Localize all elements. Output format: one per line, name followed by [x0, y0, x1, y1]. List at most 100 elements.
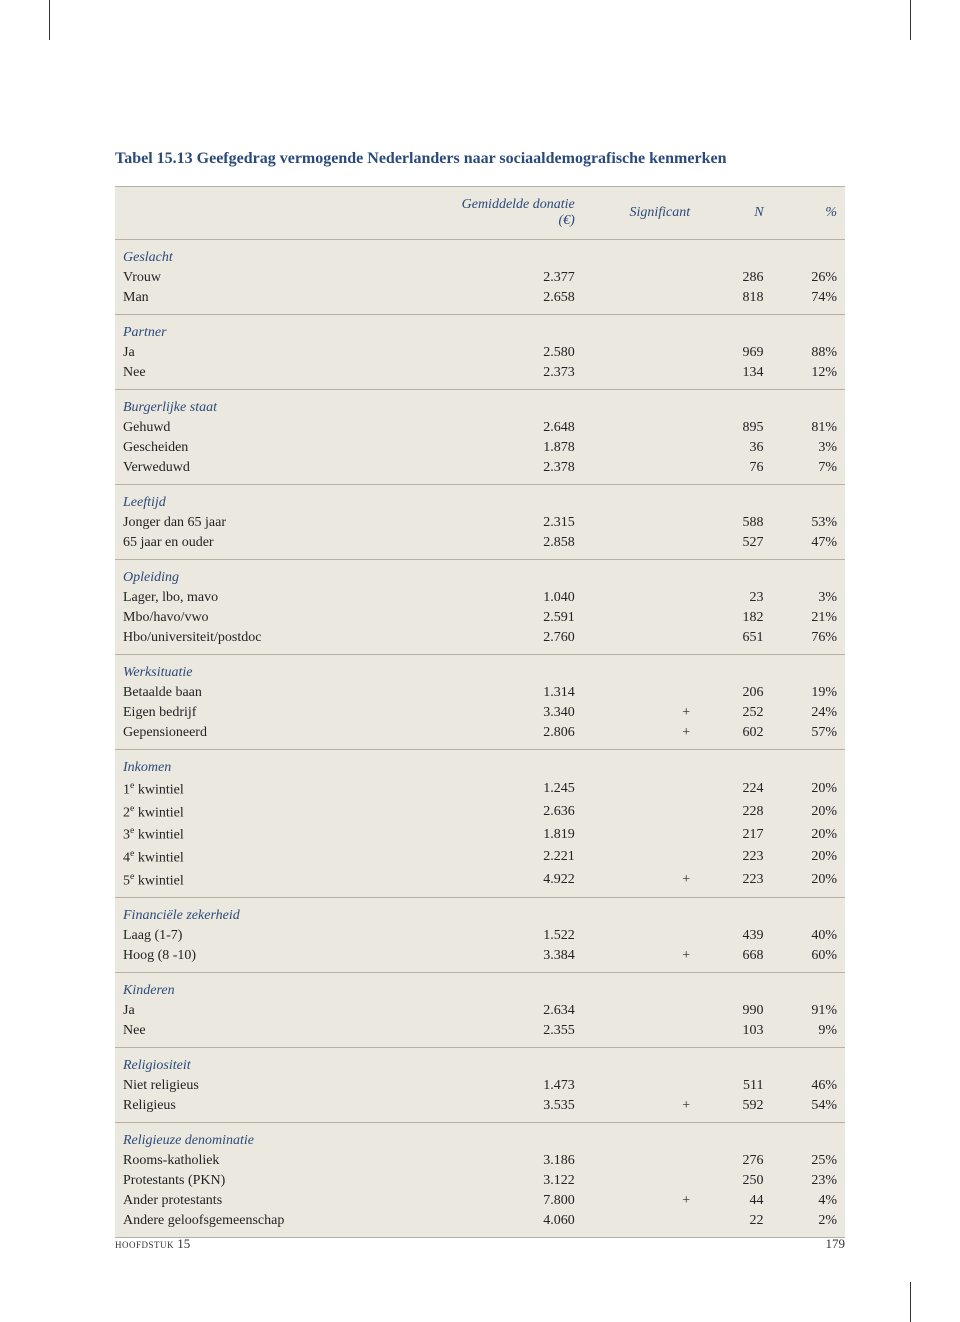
- table-row: Rooms-katholiek3.18627625%: [115, 1151, 845, 1171]
- table-row: Jonger dan 65 jaar2.31558853%: [115, 513, 845, 533]
- cell-n: 228: [698, 801, 771, 824]
- table-row: 5e kwintiel4.922+22320%: [115, 869, 845, 898]
- cell-pct: 60%: [772, 946, 845, 973]
- cell-significant: [583, 683, 698, 703]
- group-name: Religieuze denominatie: [115, 1123, 845, 1152]
- cell-n: 895: [698, 418, 771, 438]
- cell-significant: [583, 778, 698, 801]
- row-label: Jonger dan 65 jaar: [115, 513, 436, 533]
- table-row: Religieus3.535+59254%: [115, 1096, 845, 1123]
- page-number: 179: [826, 1236, 846, 1252]
- group-name: Inkomen: [115, 750, 845, 779]
- cell-n: 223: [698, 846, 771, 869]
- cell-pct: 40%: [772, 926, 845, 946]
- cell-n: 76: [698, 458, 771, 485]
- cell-n: 969: [698, 343, 771, 363]
- row-label: Man: [115, 288, 436, 315]
- table-row: Mbo/havo/vwo2.59118221%: [115, 608, 845, 628]
- cell-n: 134: [698, 363, 771, 390]
- cell-pct: 47%: [772, 533, 845, 560]
- group-header: Inkomen: [115, 750, 845, 779]
- cell-pct: 74%: [772, 288, 845, 315]
- cell-donation: 7.800: [436, 1191, 583, 1211]
- cell-n: 103: [698, 1021, 771, 1048]
- cell-significant: [583, 343, 698, 363]
- cell-donation: 2.580: [436, 343, 583, 363]
- cell-significant: [583, 608, 698, 628]
- table-row: Betaalde baan1.31420619%: [115, 683, 845, 703]
- cell-donation: 4.922: [436, 869, 583, 898]
- cell-pct: 26%: [772, 268, 845, 288]
- cell-donation: 1.245: [436, 778, 583, 801]
- cell-n: 182: [698, 608, 771, 628]
- row-label: Eigen bedrijf: [115, 703, 436, 723]
- table-title: Tabel 15.13 Geefgedrag vermogende Nederl…: [115, 150, 845, 168]
- group-header: Religieuze denominatie: [115, 1123, 845, 1152]
- cell-significant: [583, 926, 698, 946]
- cell-pct: 88%: [772, 343, 845, 363]
- cell-donation: 2.658: [436, 288, 583, 315]
- cell-donation: 3.535: [436, 1096, 583, 1123]
- row-label: Ja: [115, 1001, 436, 1021]
- cell-donation: 2.806: [436, 723, 583, 750]
- row-label: Lager, lbo, mavo: [115, 588, 436, 608]
- table-row: Ander protestants7.800+444%: [115, 1191, 845, 1211]
- group-header: Burgerlijke staat: [115, 390, 845, 419]
- cell-n: 36: [698, 438, 771, 458]
- table-row: Hbo/universiteit/postdoc2.76065176%: [115, 628, 845, 655]
- cell-n: 224: [698, 778, 771, 801]
- cell-donation: 2.373: [436, 363, 583, 390]
- cell-n: 252: [698, 703, 771, 723]
- col-n: N: [698, 187, 771, 240]
- table-row: 4e kwintiel2.22122320%: [115, 846, 845, 869]
- group-header: Geslacht: [115, 240, 845, 269]
- cell-significant: [583, 1021, 698, 1048]
- cell-donation: 3.340: [436, 703, 583, 723]
- cell-pct: 21%: [772, 608, 845, 628]
- row-label: 1e kwintiel: [115, 778, 436, 801]
- cell-donation: 1.522: [436, 926, 583, 946]
- table-row: Lager, lbo, mavo1.040233%: [115, 588, 845, 608]
- row-label: Niet religieus: [115, 1076, 436, 1096]
- group-name: Werksituatie: [115, 655, 845, 684]
- group-header: Leeftijd: [115, 485, 845, 514]
- cell-n: 511: [698, 1076, 771, 1096]
- col-donation: Gemiddelde donatie (€): [436, 187, 583, 240]
- cell-n: 527: [698, 533, 771, 560]
- col-label: [115, 187, 436, 240]
- row-label: Betaalde baan: [115, 683, 436, 703]
- cell-donation: 2.378: [436, 458, 583, 485]
- cell-pct: 25%: [772, 1151, 845, 1171]
- cell-pct: 46%: [772, 1076, 845, 1096]
- cell-n: 668: [698, 946, 771, 973]
- table-row: Nee2.37313412%: [115, 363, 845, 390]
- cell-pct: 7%: [772, 458, 845, 485]
- cell-pct: 12%: [772, 363, 845, 390]
- table-row: Verweduwd2.378 767%: [115, 458, 845, 485]
- cell-pct: 76%: [772, 628, 845, 655]
- table-row: Gescheiden1.878363%: [115, 438, 845, 458]
- cell-donation: 1.040: [436, 588, 583, 608]
- cell-n: 439: [698, 926, 771, 946]
- cell-significant: [583, 438, 698, 458]
- cell-significant: [583, 588, 698, 608]
- row-label: Mbo/havo/vwo: [115, 608, 436, 628]
- cell-n: 217: [698, 823, 771, 846]
- row-label: Gehuwd: [115, 418, 436, 438]
- cell-n: 651: [698, 628, 771, 655]
- table-row: Gepensioneerd2.806+60257%: [115, 723, 845, 750]
- cell-n: 250: [698, 1171, 771, 1191]
- cell-significant: [583, 846, 698, 869]
- group-name: Financiële zekerheid: [115, 898, 845, 927]
- cell-significant: +: [583, 1191, 698, 1211]
- cell-pct: 91%: [772, 1001, 845, 1021]
- table-row: Nee2.3551039%: [115, 1021, 845, 1048]
- cell-significant: [583, 533, 698, 560]
- cell-donation: 2.315: [436, 513, 583, 533]
- group-header: Kinderen: [115, 973, 845, 1002]
- group-header: Financiële zekerheid: [115, 898, 845, 927]
- cell-donation: 2.355: [436, 1021, 583, 1048]
- cell-significant: +: [583, 723, 698, 750]
- row-label: Nee: [115, 1021, 436, 1048]
- row-label: Verweduwd: [115, 458, 436, 485]
